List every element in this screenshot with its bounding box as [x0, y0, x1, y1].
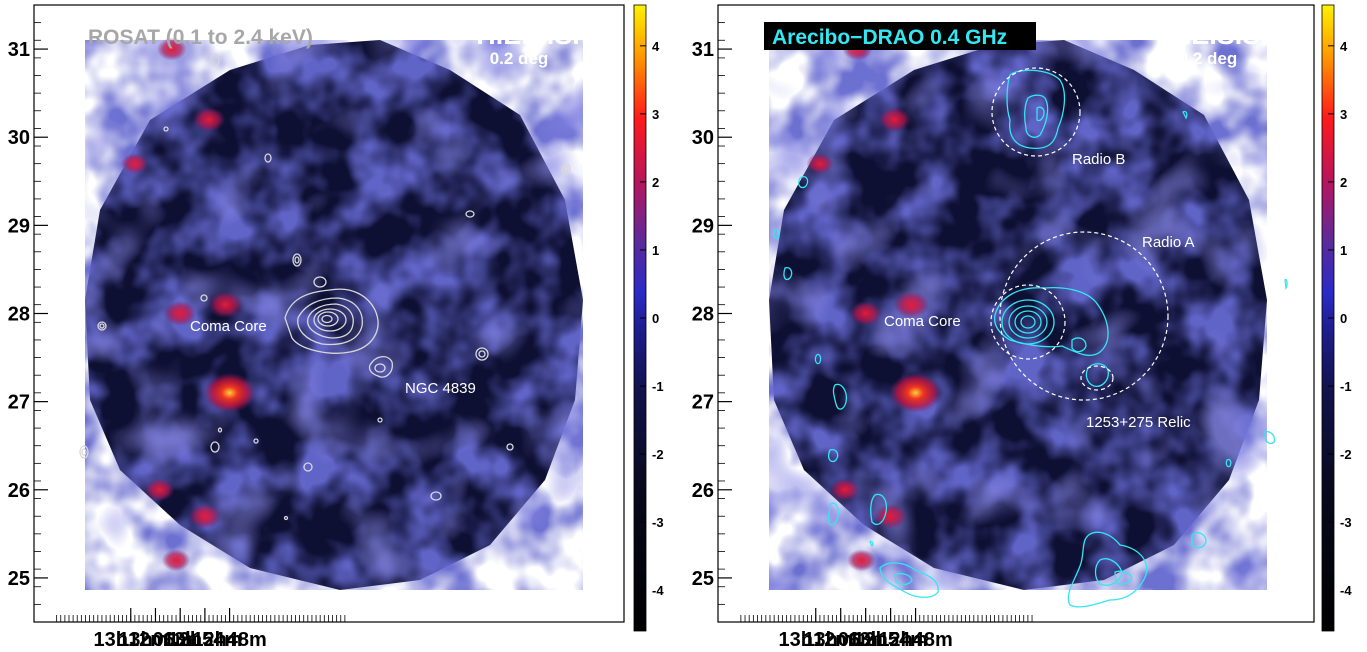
hotspot — [121, 153, 149, 175]
hotspot — [144, 478, 175, 502]
colorbar-tick-label: 1 — [1340, 243, 1347, 258]
x-tick-label: 13h06m — [803, 629, 878, 651]
label-ngc-4839: NGC 4839 — [405, 380, 476, 397]
right-x-axis-title: RA J2000.0 (hrs) — [1191, 599, 1308, 616]
y-tick-label: 30 — [692, 127, 714, 149]
right-axes: 25 26 27 28 29 30 31 13h12m13h06m13h12h54m12h48… — [692, 4, 1033, 651]
colorbar-tick-label: -4 — [1340, 583, 1352, 598]
y-tick-label: 29 — [692, 215, 714, 237]
hotspot — [849, 301, 882, 326]
colorbar-tick-label: -3 — [652, 515, 664, 530]
relic-region — [1080, 365, 1114, 391]
radio-a-region — [999, 231, 1169, 401]
left-instrument-label: H.E.S.S. — [476, 20, 580, 50]
right-y-axis-title: Dec J2000.0 (deg) — [739, 10, 756, 137]
hotspot — [163, 301, 197, 326]
left-panel: Coma Core NGC 4839 ROSAT (0.1 to 2.4 keV… — [8, 4, 664, 651]
left-y-axis-title: Dec J2000.0 (deg) — [55, 10, 72, 137]
hotspot — [192, 107, 226, 133]
hotspot — [878, 107, 912, 133]
left-axes: 25 26 27 28 29 30 31 13h12m13h06m13h12h54m12h48… — [8, 4, 346, 651]
left-map-texture-2 — [85, 40, 583, 590]
label-relic: 1253+275 Relic — [1086, 414, 1191, 431]
label-radio-a: Radio A — [1142, 234, 1195, 251]
hotspot — [161, 549, 191, 572]
y-tick-label: 29 — [8, 215, 30, 237]
hotspot — [829, 478, 860, 502]
hotspot — [874, 503, 907, 529]
y-tick-label: 30 — [8, 127, 30, 149]
radio-contours — [773, 69, 1288, 608]
left-panel-title: ROSAT (0.1 to 2.4 keV) — [88, 26, 313, 49]
x-tick-label: 13h — [163, 629, 197, 651]
x-tick-label: 13h06m — [118, 629, 193, 651]
coma-core-region — [990, 284, 1066, 360]
radio-b-region — [991, 67, 1081, 157]
colorbar-tick-label: 2 — [1340, 175, 1347, 190]
hotspot — [203, 372, 256, 413]
x-tick-label: 12h54m — [168, 629, 243, 651]
right-colorbar-ticks: 4 3 2 1 0 -1 -2 -3 -4 — [1328, 39, 1352, 598]
y-tick-label: 28 — [692, 304, 714, 326]
colorbar-tick-label: 0 — [1340, 311, 1347, 326]
x-tick-label: 13h12m — [94, 629, 169, 651]
right-hotspots — [806, 37, 942, 572]
right-smoothing-label: 0.2 deg — [1179, 49, 1238, 68]
y-tick-label: 25 — [692, 568, 714, 590]
hotspot — [207, 291, 244, 319]
hotspot — [889, 372, 942, 413]
y-tick-label: 27 — [8, 392, 30, 414]
y-tick-label: 26 — [8, 480, 30, 502]
hotspot — [188, 503, 222, 529]
y-tick-label: 25 — [8, 568, 30, 590]
y-tick-label: 26 — [692, 480, 714, 502]
y-tick-label: 31 — [8, 39, 30, 61]
label-radio-b: Radio B — [1072, 151, 1125, 168]
x-tick-label: 12h48m — [192, 629, 267, 651]
colorbar-tick-label: -1 — [1340, 379, 1352, 394]
x-tick-label: 12h54m — [853, 629, 928, 651]
x-tick-label: 12h48m — [878, 629, 953, 651]
right-title-background — [764, 22, 1036, 50]
y-tick-label: 27 — [692, 392, 714, 414]
right-instrument-label: H.E.S.S. — [1164, 20, 1268, 50]
dashed-regions — [990, 67, 1169, 401]
right-panel: Radio B Radio A Coma Core 1253+275 Relic… — [692, 4, 1352, 651]
colorbar-tick-label: 4 — [652, 39, 660, 54]
xray-contours — [79, 53, 571, 521]
colorbar-tick-label: -1 — [652, 379, 664, 394]
left-hotspots — [121, 37, 256, 572]
label-coma-core-radio: Coma Core — [884, 313, 961, 330]
label-coma-core: Coma Core — [190, 318, 267, 335]
left-smoothing-label: 0.2 deg — [490, 49, 549, 68]
colorbar-tick-label: 0 — [652, 311, 659, 326]
hotspot — [847, 549, 876, 572]
y-tick-label: 31 — [692, 39, 714, 61]
colorbar-tick-label: -2 — [652, 447, 664, 462]
hotspot — [806, 153, 834, 175]
hotspot — [156, 37, 187, 61]
left-colorbar-ticks: 4 3 2 1 0 -1 -2 -3 -4 — [640, 39, 664, 598]
hotspot — [893, 291, 929, 319]
right-panel-title: Arecibo−DRAO 0.4 GHz — [772, 26, 1007, 49]
colorbar-tick-label: 3 — [1340, 107, 1347, 122]
y-tick-label: 28 — [8, 304, 30, 326]
x-tick-label: 13h12m — [778, 629, 853, 651]
colorbar-tick-label: -3 — [1340, 515, 1352, 530]
x-tick-label: 13h — [848, 629, 882, 651]
colorbar-tick-label: 3 — [652, 107, 659, 122]
colorbar-tick-label: 4 — [1340, 39, 1348, 54]
colorbar-tick-label: -4 — [652, 583, 664, 598]
colorbar-tick-label: 2 — [652, 175, 659, 190]
colorbar-tick-label: 1 — [652, 243, 659, 258]
colorbar-tick-label: -2 — [1340, 447, 1352, 462]
left-x-axis-title: RA J2000.0 (hrs) — [500, 599, 617, 616]
